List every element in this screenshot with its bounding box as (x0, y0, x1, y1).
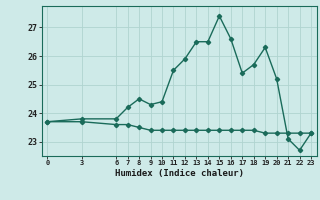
X-axis label: Humidex (Indice chaleur): Humidex (Indice chaleur) (115, 169, 244, 178)
